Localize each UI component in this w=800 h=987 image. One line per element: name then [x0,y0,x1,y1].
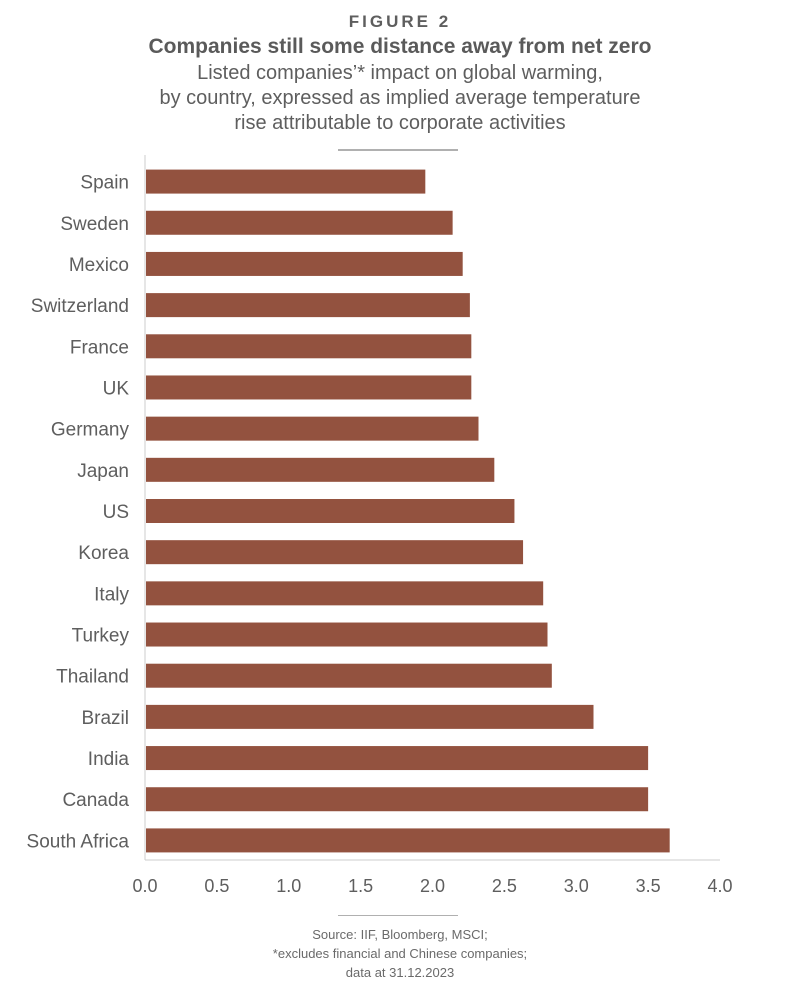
category-label: Sweden [60,214,129,235]
bar-italy [146,581,544,606]
chart-footer: Source: IIF, Bloomberg, MSCI; *excludes … [0,925,800,982]
x-tick-label: 3.0 [564,876,589,896]
subtitle-line: Listed companies’* impact on global warm… [197,62,603,84]
chart-subtitle: Listed companies’* impact on global warm… [0,61,800,136]
category-label: Switzerland [31,296,129,317]
bar-korea [146,540,524,565]
category-label: Thailand [56,667,129,688]
subtitle-line: by country, expressed as implied average… [159,87,641,109]
bar-france [146,334,472,359]
category-label: France [70,337,129,358]
bar-us [146,499,515,523]
exclusion-note: *excludes financial and Chinese companie… [272,946,528,961]
x-tick-label: 0.0 [132,876,157,896]
bar-canada [146,787,649,812]
category-label: Germany [51,420,130,441]
bar-uk [146,375,472,400]
bar-sweden [146,210,453,235]
x-tick-label: 1.5 [348,876,373,896]
bar-turkey [146,622,548,647]
x-tick-label: 2.0 [420,876,445,896]
category-label: Turkey [72,626,130,647]
subtitle-line: rise attributable to corporate activitie… [234,112,566,134]
x-tick-label: 0.5 [204,876,229,896]
category-label: Japan [77,461,129,482]
x-tick-label: 4.0 [707,876,732,896]
category-label: Mexico [69,255,129,276]
bar-brazil [146,704,594,729]
category-label: India [88,749,130,770]
category-label: Italy [94,584,129,605]
category-label: UK [103,378,130,399]
x-tick-label: 3.5 [636,876,661,896]
bar-germany [146,416,479,441]
bar-india [146,746,649,771]
chart-title: Companies still some distance away from … [148,35,652,58]
header-divider [338,149,458,151]
category-label: Korea [78,543,129,564]
category-label: US [103,502,129,523]
bar-south-africa [146,828,670,853]
source-note: Source: IIF, Bloomberg, MSCI; [312,927,488,942]
bar-spain [146,169,426,194]
category-label: Spain [80,173,129,194]
bar-switzerland [146,293,470,318]
category-label: Brazil [81,708,129,729]
figure-label: FIGURE 2 [348,12,452,31]
category-label: Canada [62,790,129,811]
x-tick-label: 2.5 [492,876,517,896]
bar-japan [146,457,495,482]
category-label: South Africa [27,831,130,852]
bar-thailand [146,663,552,688]
date-note: data at 31.12.2023 [345,965,455,980]
bar-mexico [146,251,463,276]
x-tick-label: 1.0 [276,876,301,896]
footer-divider [338,915,458,916]
